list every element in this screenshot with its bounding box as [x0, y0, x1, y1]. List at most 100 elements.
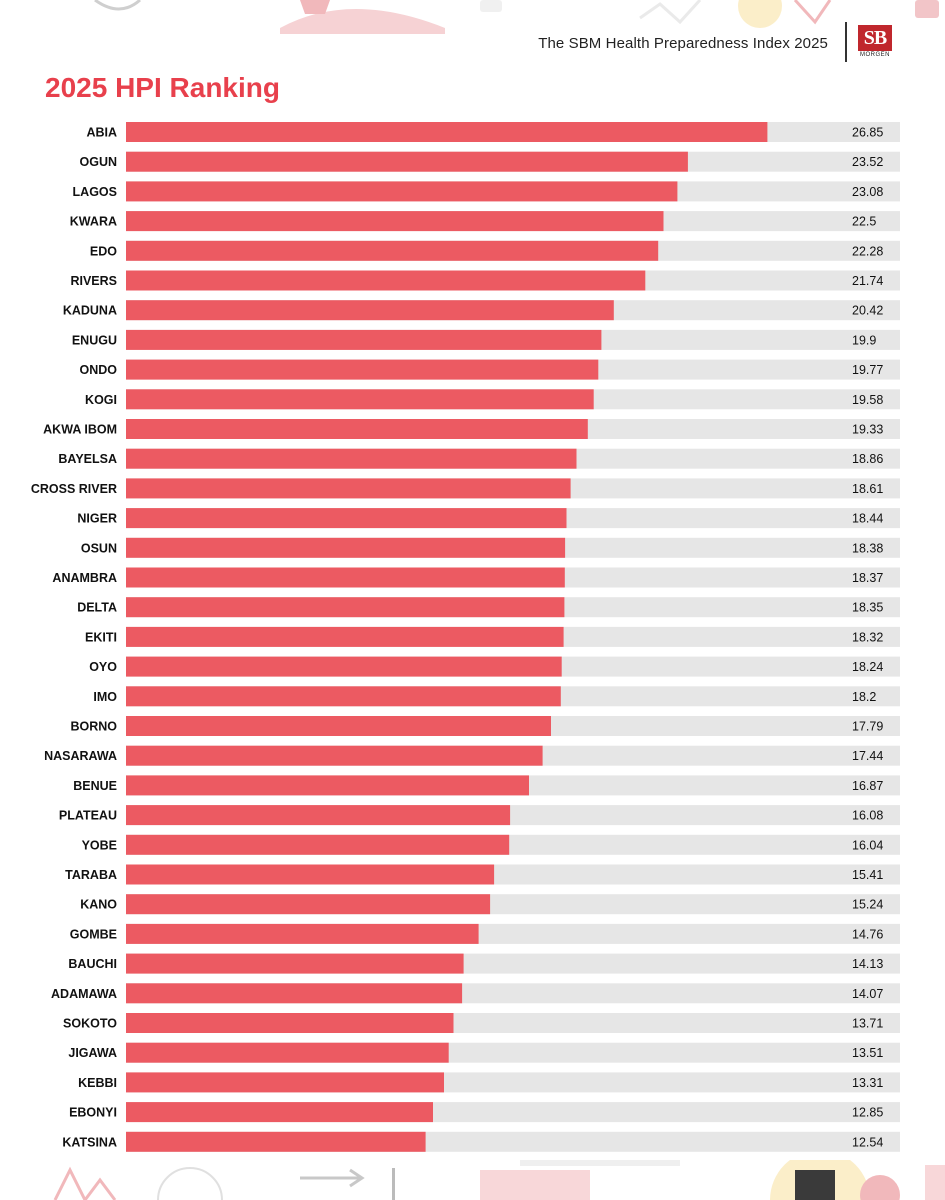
- value-label: 12.85: [852, 1106, 883, 1120]
- value-label: 18.38: [852, 541, 883, 555]
- bar-row-ekiti: EKITI 18.32: [85, 626, 900, 647]
- bar: [126, 656, 562, 677]
- value-label: 13.51: [852, 1046, 883, 1060]
- bar-row-plateau: PLATEAU 16.08: [59, 805, 900, 826]
- category-label: RIVERS: [70, 274, 117, 288]
- bar: [126, 151, 688, 172]
- bar: [126, 983, 463, 1004]
- value-label: 18.86: [852, 452, 883, 466]
- bar-row-bayelsa: BAYELSA 18.86: [58, 448, 900, 469]
- bar-row-akwa-ibom: AKWA IBOM 19.33: [43, 419, 900, 439]
- value-label: 21.74: [852, 274, 883, 288]
- value-label: 22.5: [852, 215, 876, 229]
- bar: [126, 567, 565, 588]
- value-label: 12.54: [852, 1135, 883, 1149]
- value-label: 14.07: [852, 987, 883, 1001]
- category-label: EDO: [90, 244, 117, 258]
- bar: [126, 1042, 449, 1063]
- category-label: KANO: [80, 898, 117, 912]
- bar: [126, 359, 599, 380]
- value-label: 22.28: [852, 244, 883, 258]
- value-label: 19.33: [852, 423, 883, 437]
- category-label: GOMBE: [70, 927, 117, 941]
- category-label: PLATEAU: [59, 809, 117, 823]
- category-label: NIGER: [77, 512, 117, 526]
- bar-row-katsina: KATSINA 12.54: [62, 1131, 900, 1152]
- bar: [126, 300, 614, 321]
- category-label: OYO: [89, 660, 117, 674]
- bar-row-kogi: KOGI 19.58: [85, 389, 900, 410]
- category-label: IMO: [93, 690, 117, 704]
- value-label: 18.32: [852, 630, 883, 644]
- page-header: The SBM Health Preparedness Index 2025 S…: [0, 22, 945, 62]
- category-label: KADUNA: [63, 304, 117, 318]
- category-label: OSUN: [81, 541, 117, 555]
- bar: [126, 270, 646, 291]
- value-label: 13.31: [852, 1076, 883, 1090]
- category-label: ONDO: [80, 363, 118, 377]
- value-label: 23.08: [852, 185, 883, 199]
- bar-row-ondo: ONDO 19.77: [80, 359, 900, 380]
- bar: [126, 626, 564, 647]
- bar-row-abia: ABIA 26.85: [86, 122, 900, 142]
- bar: [126, 923, 479, 944]
- category-label: ENUGU: [72, 333, 117, 347]
- bar: [126, 389, 594, 410]
- category-label: LAGOS: [73, 185, 117, 199]
- category-label: SOKOTO: [63, 1017, 117, 1031]
- logo-subtext: MORGEN: [860, 52, 890, 58]
- category-label: CROSS RIVER: [31, 482, 117, 496]
- category-label: KWARA: [70, 215, 117, 229]
- bar: [126, 775, 529, 796]
- bar-row-gombe: GOMBE 14.76: [70, 923, 900, 944]
- bar: [126, 864, 495, 885]
- bar: [126, 1131, 426, 1152]
- bar: [126, 686, 561, 707]
- sb-morgen-logo: SB MORGEN: [858, 25, 892, 59]
- bar-row-oyo: OYO 18.24: [89, 656, 900, 677]
- category-label: BENUE: [73, 779, 117, 793]
- value-label: 19.9: [852, 333, 876, 347]
- bar-row-niger: NIGER 18.44: [77, 508, 900, 529]
- bar: [126, 419, 588, 439]
- bar: [126, 834, 510, 855]
- bar-row-kebbi: KEBBI 13.31: [78, 1072, 900, 1093]
- category-label: OGUN: [80, 155, 118, 169]
- category-label: DELTA: [77, 601, 117, 615]
- bar: [126, 211, 664, 232]
- value-label: 14.76: [852, 927, 883, 941]
- category-label: AKWA IBOM: [43, 423, 117, 437]
- category-label: KATSINA: [62, 1135, 117, 1149]
- bar-row-imo: IMO 18.2: [93, 686, 900, 707]
- category-label: NASARAWA: [44, 749, 117, 763]
- bar: [126, 181, 678, 202]
- logo-mark: SB: [858, 25, 892, 51]
- value-label: 17.44: [852, 749, 883, 763]
- header-divider: [845, 22, 847, 62]
- bar-row-taraba: TARABA 15.41: [65, 864, 900, 885]
- value-label: 16.04: [852, 838, 883, 852]
- bar-row-borno: BORNO 17.79: [70, 716, 900, 736]
- bar-row-ebonyi: EBONYI 12.85: [69, 1102, 900, 1123]
- bar: [126, 240, 659, 261]
- value-label: 19.58: [852, 393, 883, 407]
- value-label: 14.13: [852, 957, 883, 971]
- bar: [126, 597, 565, 618]
- value-label: 18.35: [852, 601, 883, 615]
- bar: [126, 1102, 433, 1123]
- value-label: 13.71: [852, 1017, 883, 1031]
- category-label: ANAMBRA: [52, 571, 117, 585]
- value-label: 18.2: [852, 690, 876, 704]
- bar: [126, 448, 577, 469]
- value-label: 18.44: [852, 512, 883, 526]
- value-label: 15.41: [852, 868, 883, 882]
- bar: [126, 508, 567, 529]
- category-label: ADAMAWA: [51, 987, 117, 1001]
- value-label: 18.37: [852, 571, 883, 585]
- value-label: 26.85: [852, 126, 883, 140]
- bar-row-anambra: ANAMBRA 18.37: [52, 567, 900, 588]
- document-title: The SBM Health Preparedness Index 2025: [538, 35, 828, 52]
- bar: [126, 953, 464, 974]
- bar: [126, 745, 543, 766]
